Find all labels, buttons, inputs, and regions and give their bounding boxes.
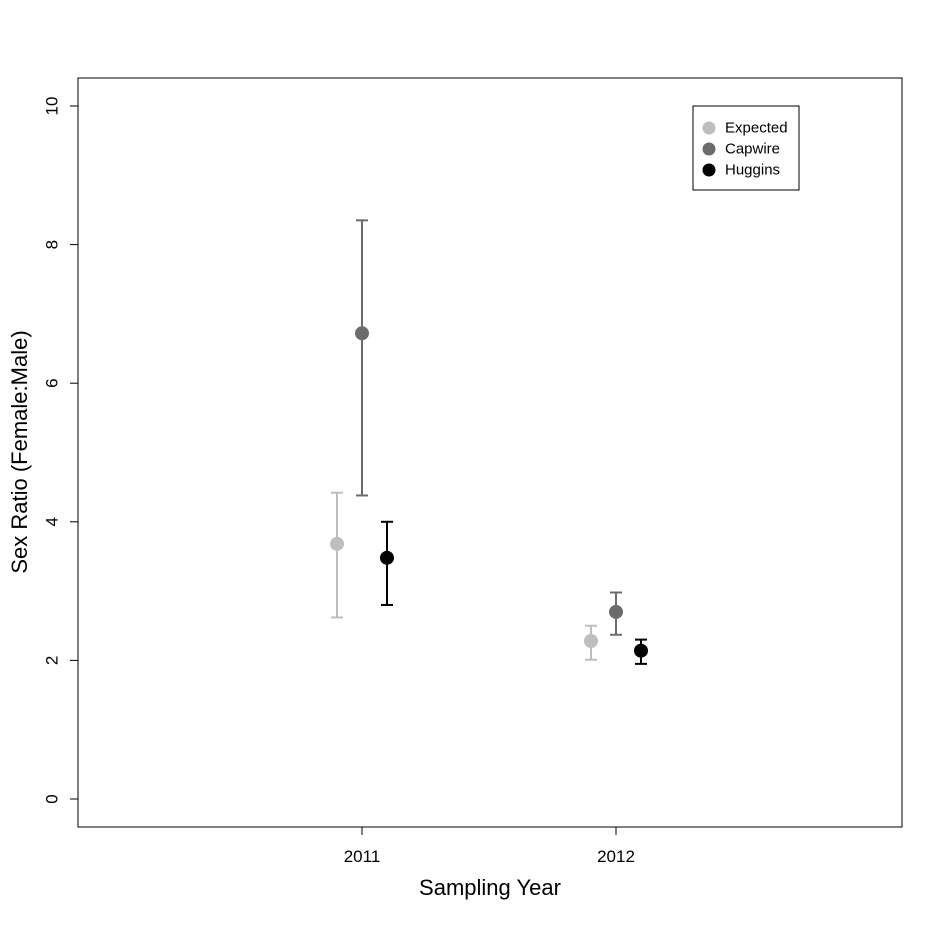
legend-marker: [702, 163, 716, 177]
data-point: [584, 633, 598, 648]
y-tick-label: 6: [43, 378, 62, 387]
y-axis: 0 2 4 6 8 10: [43, 97, 78, 804]
series-expected: [330, 491, 598, 661]
data-point: [380, 550, 394, 565]
x-axis-title: Sampling Year: [419, 875, 561, 900]
y-tick-label: 4: [43, 517, 62, 526]
y-tick-label: 10: [43, 97, 62, 116]
data-point: [355, 326, 369, 341]
x-axis: 2011 2012: [344, 827, 635, 866]
y-tick-label: 2: [43, 656, 62, 665]
y-axis-title: Sex Ratio (Female:Male): [7, 330, 32, 573]
legend-label: Capwire: [725, 141, 780, 158]
legend-label: Expected: [725, 120, 788, 137]
y-tick-label: 8: [43, 240, 62, 249]
legend-label: Huggins: [725, 162, 780, 179]
legend: Expected Capwire Huggins: [692, 105, 800, 191]
data-point: [634, 643, 648, 658]
legend-marker: [702, 142, 716, 156]
series-layer: [330, 219, 648, 665]
data-point: [609, 604, 623, 619]
y-tick-label: 0: [43, 794, 62, 803]
series-capwire: [355, 219, 623, 636]
series-huggins: [380, 520, 648, 665]
x-tick-label: 2011: [344, 847, 381, 866]
data-point: [330, 536, 344, 551]
legend-marker: [702, 121, 716, 135]
plot-frame: [77, 77, 903, 828]
x-tick-label: 2012: [597, 847, 635, 866]
